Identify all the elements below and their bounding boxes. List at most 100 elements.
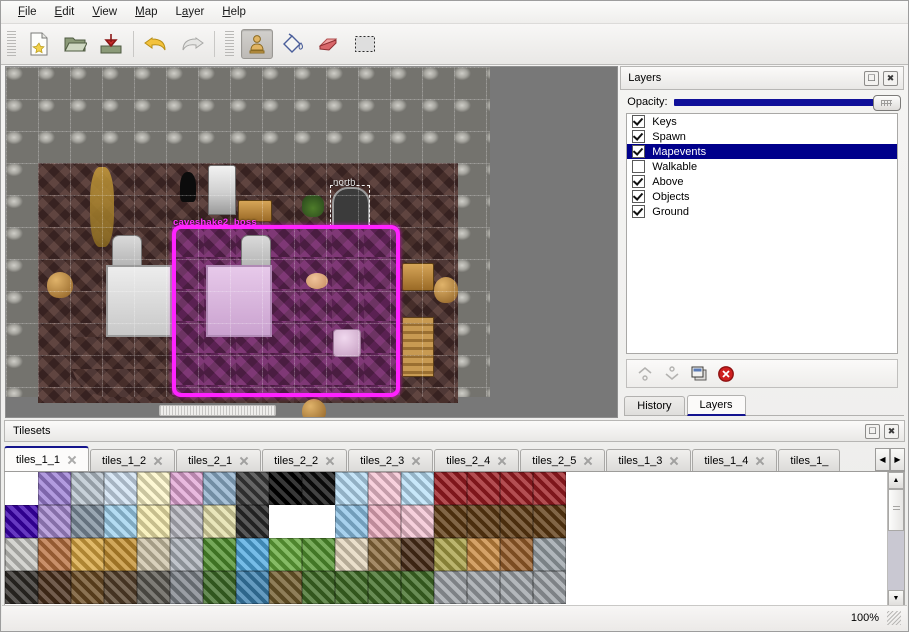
stamp-brush-icon[interactable] — [241, 29, 273, 59]
tile-swatch[interactable] — [467, 538, 500, 571]
layer-row-mapevents[interactable]: Mapevents — [627, 144, 897, 159]
tile-swatch[interactable] — [500, 472, 533, 505]
tile-swatch[interactable] — [335, 538, 368, 571]
palette-vscroll-thumb[interactable] — [888, 489, 904, 531]
map-hscroll-thumb[interactable] — [159, 405, 276, 416]
tileset-tab-tiles_2_5[interactable]: tiles_2_5 — [520, 449, 606, 471]
tile-swatch[interactable] — [566, 472, 599, 505]
tile-swatch[interactable] — [137, 505, 170, 538]
layer-list[interactable]: Keys Spawn Mapevents Walkable Above — [626, 113, 898, 354]
chevron-right-icon[interactable]: ▶ — [890, 448, 905, 471]
palette-vscroll-track[interactable] — [888, 531, 904, 590]
tileset-palette[interactable]: ▲ ▼ — [4, 472, 905, 608]
tile-swatch[interactable] — [368, 571, 401, 604]
tile-swatch[interactable] — [236, 538, 269, 571]
layer-row-ground[interactable]: Ground — [627, 204, 897, 219]
tile-swatch[interactable] — [269, 571, 302, 604]
tab-history[interactable]: History — [624, 396, 685, 415]
tile-swatch[interactable] — [203, 538, 236, 571]
tile-swatch[interactable] — [302, 505, 335, 538]
menu-help[interactable]: Help — [222, 6, 246, 18]
layer-visibility-checkbox-objects[interactable] — [632, 190, 646, 203]
tile-swatch[interactable] — [236, 571, 269, 604]
tile-swatch[interactable] — [632, 571, 665, 604]
tile-swatch[interactable] — [137, 538, 170, 571]
tile-swatch[interactable] — [71, 472, 104, 505]
tile-swatch[interactable] — [566, 538, 599, 571]
layer-row-above[interactable]: Above — [627, 174, 897, 189]
tileset-tab-tiles_2_1[interactable]: tiles_2_1 — [176, 449, 262, 471]
menu-edit[interactable]: Edit — [54, 6, 75, 18]
resize-grip-icon[interactable] — [887, 611, 901, 625]
tileset-tab-tiles_1_1[interactable]: tiles_1_1 — [4, 446, 90, 471]
close-tab-icon[interactable] — [325, 456, 335, 466]
tile-swatch[interactable] — [38, 472, 71, 505]
tileset-tab-tiles_1_3[interactable]: tiles_1_3 — [606, 449, 692, 471]
save-map-icon[interactable] — [95, 29, 127, 59]
menu-file[interactable]: File — [18, 6, 37, 18]
close-tab-icon[interactable] — [755, 456, 765, 466]
tile-swatch[interactable] — [38, 571, 71, 604]
tile-swatch[interactable] — [335, 571, 368, 604]
tile-swatch[interactable] — [434, 538, 467, 571]
close-tab-icon[interactable] — [67, 455, 77, 465]
tile-swatch[interactable] — [632, 505, 665, 538]
map-view[interactable]: north caveshake2_boss — [5, 66, 619, 418]
undo-icon[interactable] — [140, 29, 172, 59]
tile-swatch[interactable] — [467, 472, 500, 505]
tile-swatch[interactable] — [434, 571, 467, 604]
tab-layers[interactable]: Layers — [686, 395, 746, 416]
tile-swatch[interactable] — [335, 505, 368, 538]
map-horizontal-scrollbar[interactable] — [9, 404, 595, 416]
tile-swatch[interactable] — [401, 472, 434, 505]
tile-swatch[interactable] — [368, 538, 401, 571]
close-tab-icon[interactable] — [497, 456, 507, 466]
tile-swatch[interactable] — [533, 538, 566, 571]
eraser-icon[interactable] — [313, 29, 345, 59]
layer-row-keys[interactable]: Keys — [627, 114, 897, 129]
tile-swatch[interactable] — [137, 571, 170, 604]
tile-swatch[interactable] — [170, 505, 203, 538]
tileset-tab-tiles_2_3[interactable]: tiles_2_3 — [348, 449, 434, 471]
tile-swatch[interactable] — [401, 571, 434, 604]
tile-swatch[interactable] — [203, 505, 236, 538]
tile-swatch[interactable] — [599, 538, 632, 571]
tile-swatch[interactable] — [269, 505, 302, 538]
tile-swatch[interactable] — [500, 505, 533, 538]
close-tab-icon[interactable] — [669, 456, 679, 466]
close-icon[interactable]: ✖ — [884, 423, 899, 439]
tile-swatch[interactable] — [236, 505, 269, 538]
opacity-slider[interactable] — [673, 95, 901, 111]
tile-swatch[interactable] — [71, 505, 104, 538]
chevron-left-icon[interactable]: ◀ — [875, 448, 890, 471]
layer-row-spawn[interactable]: Spawn — [627, 129, 897, 144]
tile-swatch[interactable] — [500, 538, 533, 571]
tile-swatch[interactable] — [236, 472, 269, 505]
tile-swatch[interactable] — [599, 505, 632, 538]
tile-swatch[interactable] — [104, 472, 137, 505]
tile-swatch[interactable] — [269, 472, 302, 505]
tileset-tab-tiles_2_2[interactable]: tiles_2_2 — [262, 449, 348, 471]
toolbar-grip-file[interactable] — [7, 31, 16, 57]
close-tab-icon[interactable] — [239, 456, 249, 466]
tile-swatch[interactable] — [566, 505, 599, 538]
tile-swatch[interactable] — [5, 472, 38, 505]
palette-vertical-scrollbar[interactable]: ▲ ▼ — [887, 472, 904, 607]
layer-visibility-checkbox-above[interactable] — [632, 175, 646, 188]
tile-swatch[interactable] — [566, 571, 599, 604]
layer-row-objects[interactable]: Objects — [627, 189, 897, 204]
tile-swatch[interactable] — [302, 538, 335, 571]
map-canvas[interactable]: north caveshake2_boss — [6, 67, 490, 417]
tile-swatch[interactable] — [104, 538, 137, 571]
tile-swatch[interactable] — [665, 538, 698, 571]
tile-swatch[interactable] — [104, 505, 137, 538]
layer-visibility-checkbox-keys[interactable] — [632, 115, 646, 128]
tile-swatch[interactable] — [632, 472, 665, 505]
tile-swatch[interactable] — [170, 571, 203, 604]
menu-view[interactable]: View — [92, 6, 118, 18]
layer-visibility-checkbox-mapevents[interactable] — [632, 145, 646, 158]
tile-swatch[interactable] — [137, 472, 170, 505]
open-map-icon[interactable] — [59, 29, 91, 59]
close-tab-icon[interactable] — [411, 456, 421, 466]
tile-swatch[interactable] — [38, 505, 71, 538]
